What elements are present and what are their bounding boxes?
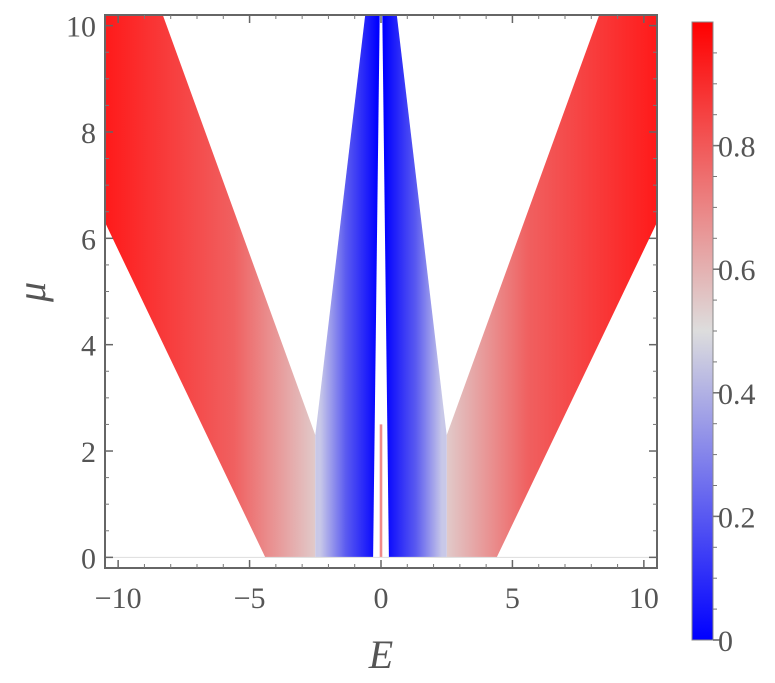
- y-tick-label: 2: [81, 436, 96, 469]
- colorbar-tick-label: 0.4: [718, 378, 756, 411]
- colorbar: [691, 21, 714, 641]
- x-tick-label: 0: [374, 582, 389, 615]
- region-center-line: [379, 424, 383, 558]
- y-tick-label: 4: [81, 330, 96, 363]
- x-axis-label: E: [368, 632, 393, 677]
- colorbar-tick-label: 0: [718, 625, 733, 658]
- y-tick-label: 0: [81, 542, 96, 575]
- y-tick-label: 8: [81, 117, 96, 150]
- colorbar-tick-label: 0.2: [718, 501, 756, 534]
- colorbar-axis: 0 0.2 0.4 0.6 0.8: [713, 52, 756, 658]
- x-tick-label: 5: [505, 582, 520, 615]
- x-axis: −10 −5 0 5 10: [95, 15, 659, 615]
- y-tick-label: 10: [66, 11, 96, 44]
- x-tick-label: 10: [629, 582, 659, 615]
- y-tick-label: 6: [81, 223, 96, 256]
- region-right-inner-band: [382, 15, 447, 558]
- x-tick-label: −5: [234, 582, 266, 615]
- colorbar-tick-label: 0.8: [718, 131, 756, 164]
- colorbar-tick-label: 0.6: [718, 254, 756, 287]
- region-left-outer-band: [105, 15, 316, 558]
- region-left-inner-band: [315, 15, 380, 558]
- plot-area: [105, 15, 657, 558]
- y-axis-label: μ: [9, 282, 54, 303]
- y-axis: 0 2 4 6 8 10: [66, 11, 657, 575]
- x-tick-label: −10: [95, 582, 142, 615]
- region-right-outer-band: [446, 15, 657, 558]
